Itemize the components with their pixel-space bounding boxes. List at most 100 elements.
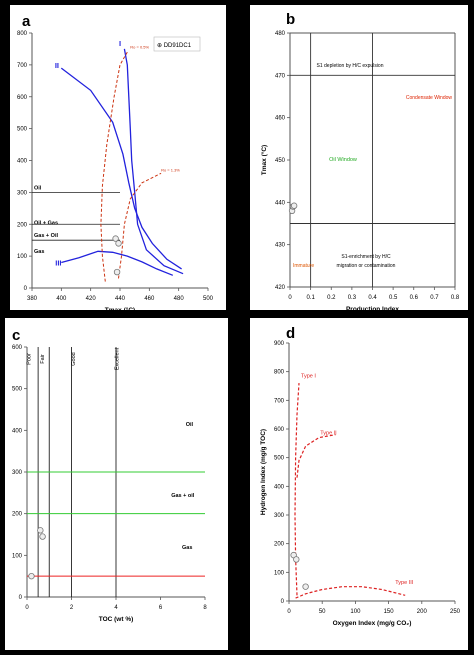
zone-label: Gas + oil: [171, 493, 195, 499]
x-axis-label: Oxygen Index (mg/g CO₂): [333, 620, 412, 627]
curve-label: Type II: [320, 431, 337, 437]
y-tick-label: 400: [12, 428, 23, 434]
y-tick-label: 0: [24, 286, 28, 292]
x-tick-label: 0.3: [348, 295, 357, 301]
panel-background-1: [10, 5, 226, 310]
x-axis-label: Production Index: [346, 306, 399, 313]
y-tick-label: 460: [275, 116, 286, 122]
y-tick-label: 800: [274, 370, 285, 376]
x-tick-label: 0: [25, 605, 29, 611]
y-tick-label: 600: [17, 95, 28, 101]
x-tick-label: 2: [70, 605, 74, 611]
legend-box: [153, 36, 201, 52]
y-tick-label: 0: [19, 595, 23, 601]
x-tick-label: 480: [174, 296, 185, 302]
y-axis-label: Hydrogen Index (mg/g TOC): [260, 429, 267, 515]
y-tick-label: 300: [17, 190, 28, 196]
x-tick-label: 0.8: [451, 295, 460, 301]
x-tick-label: 0: [287, 609, 291, 615]
y-tick-label: 700: [17, 63, 28, 69]
y-tick-label: 100: [274, 570, 285, 576]
legend-entry: ⊕ DD91DC1: [157, 43, 192, 49]
sample-point: [302, 583, 309, 590]
curve-label: Type I: [301, 373, 316, 379]
annotation-s1-enrichment: S1-enrichment by H/C: [341, 254, 391, 260]
quality-label-excellent: Excellent: [114, 347, 120, 370]
x-tick-label: 4: [114, 605, 118, 611]
curve-label-I: I: [119, 39, 121, 48]
kerogen-curve-I: [123, 48, 184, 275]
x-tick-label: 8: [203, 605, 207, 611]
y-tick-label: 430: [275, 243, 286, 249]
sample-point: [293, 556, 300, 563]
x-tick-label: 400: [56, 296, 67, 302]
zone-label: Oil: [34, 185, 42, 191]
quality-label-good: Good: [71, 352, 77, 365]
iso-line-label: Ro = 0.5%: [130, 44, 149, 49]
panel-label-b: b: [286, 11, 295, 28]
y-tick-label: 700: [274, 398, 285, 404]
annotation-s1-enrichment: migration or contamination: [337, 263, 396, 269]
y-tick-label: 200: [17, 222, 28, 228]
annotation-immature: Immature: [293, 263, 314, 269]
x-tick-label: 200: [417, 609, 428, 615]
panel-label-a: a: [22, 13, 31, 30]
y-axis-label: Hydrogen Index (mg/g TOC): [3, 117, 10, 203]
y-tick-label: 420: [275, 285, 286, 291]
y-tick-label: 100: [12, 553, 23, 559]
y-tick-label: 300: [274, 513, 285, 519]
y-tick-label: 500: [274, 456, 285, 462]
panel-label-d: d: [286, 325, 295, 342]
quality-label-fair: Fair: [40, 354, 46, 364]
curve-label-III: III: [55, 259, 61, 268]
vitrinite-iso-line: [118, 172, 162, 279]
x-tick-label: 380: [27, 296, 38, 302]
y-tick-label: 200: [12, 512, 23, 518]
curve-label-II: II: [55, 61, 59, 70]
zone-label: Gas: [182, 545, 192, 551]
x-tick-label: 420: [86, 296, 97, 302]
x-tick-label: 6: [159, 605, 163, 611]
annotation-s1-depletion: S1 depletion by H/C expulsion: [317, 63, 384, 69]
y-tick-label: 900: [274, 341, 285, 347]
x-tick-label: 500: [203, 296, 214, 302]
y-tick-label: 400: [274, 484, 285, 490]
x-axis-label: Tmax (°C): [105, 306, 135, 314]
y-tick-label: 400: [17, 159, 28, 165]
y-tick-label: 450: [275, 158, 286, 164]
zone-label: Oil: [186, 422, 194, 428]
x-tick-label: 0.6: [410, 295, 419, 301]
sample-point: [112, 235, 119, 242]
y-tick-label: 470: [275, 73, 286, 79]
y-axis-label: Hydrogen Index (mg/g TOC): [0, 429, 5, 515]
y-tick-label: 500: [12, 387, 23, 393]
sample-point: [37, 527, 44, 534]
y-tick-label: 440: [275, 200, 286, 206]
annotation-oil-window: Oil Window: [329, 157, 357, 163]
x-tick-label: 50: [319, 609, 326, 615]
iso-line-label: Ro = 1.3%: [161, 167, 180, 172]
sample-point: [290, 202, 298, 209]
x-tick-label: 0.2: [327, 295, 336, 301]
panel-background-4: [250, 318, 468, 650]
sample-point: [28, 572, 35, 580]
x-axis-label: TOC (wt %): [99, 616, 134, 623]
y-tick-label: 600: [12, 345, 23, 351]
zone-label: Oil + Gas: [34, 220, 58, 226]
panel-label-c: c: [12, 327, 20, 344]
kerogen-curve-III: [61, 250, 174, 276]
y-tick-label: 300: [12, 470, 23, 476]
sample-point: [115, 240, 122, 247]
x-tick-label: 0.7: [430, 295, 439, 301]
y-tick-label: 480: [275, 31, 286, 37]
kerogen-type-curve: [296, 434, 336, 478]
sample-point: [113, 268, 121, 276]
kerogen-type-curve: [295, 586, 406, 599]
quality-label-poor: Poor: [27, 353, 33, 365]
panel-background-2: [250, 5, 468, 310]
kerogen-curve-II: [60, 67, 182, 270]
x-tick-label: 0.5: [389, 295, 398, 301]
x-tick-label: 440: [115, 296, 126, 302]
zone-label: Gas + Oil: [34, 233, 58, 239]
